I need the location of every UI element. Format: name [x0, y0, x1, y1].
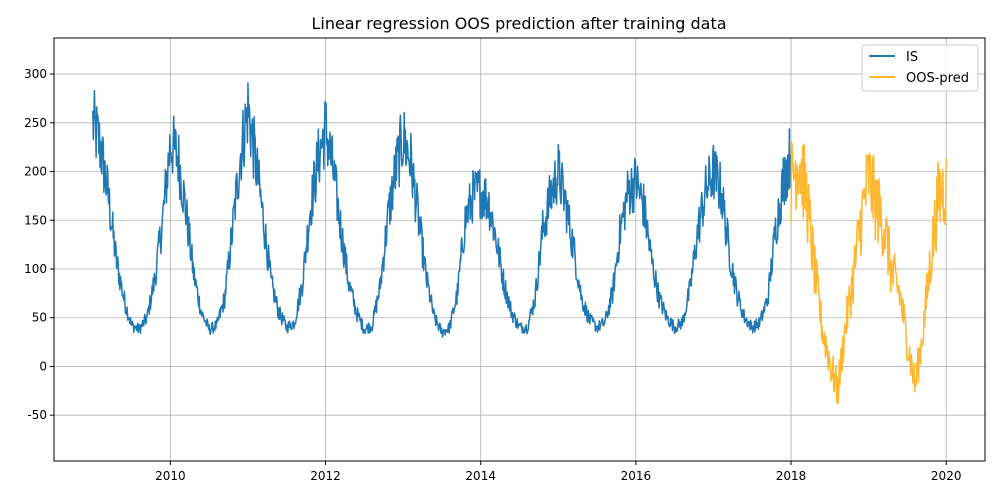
y-tick-label: -50	[27, 408, 47, 422]
legend-label-oos-pred: OOS-pred	[906, 71, 969, 86]
x-tick-label: 2018	[776, 469, 807, 483]
axis-ticks: 2010 2012 2014 2016 2018 2020 -50 0 50 100 150 200 2…	[24, 67, 961, 483]
x-tick-label: 2010	[155, 469, 186, 483]
y-tick-label: 150	[24, 213, 47, 227]
legend: IS OOS-pred	[861, 44, 979, 92]
x-tick-label: 2014	[465, 469, 496, 483]
legend-label-is: IS	[906, 50, 918, 65]
series-line-is	[92, 82, 792, 338]
x-tick-label: 2016	[621, 469, 652, 483]
series-line-oos-pred	[790, 141, 947, 405]
plot-frame	[53, 37, 986, 462]
grid-lines	[54, 38, 985, 461]
x-tick-label: 2020	[931, 469, 962, 483]
y-tick-label: 300	[24, 67, 47, 81]
y-tick-label: 0	[39, 359, 47, 373]
y-tick-label: 200	[24, 165, 47, 179]
y-tick-label: 250	[24, 116, 47, 130]
x-tick-label: 2012	[310, 469, 341, 483]
y-tick-label: 50	[32, 311, 47, 325]
series-layer	[92, 82, 947, 405]
y-tick-label: 100	[24, 262, 47, 276]
chart-title: Linear regression OOS prediction after t…	[311, 14, 726, 33]
